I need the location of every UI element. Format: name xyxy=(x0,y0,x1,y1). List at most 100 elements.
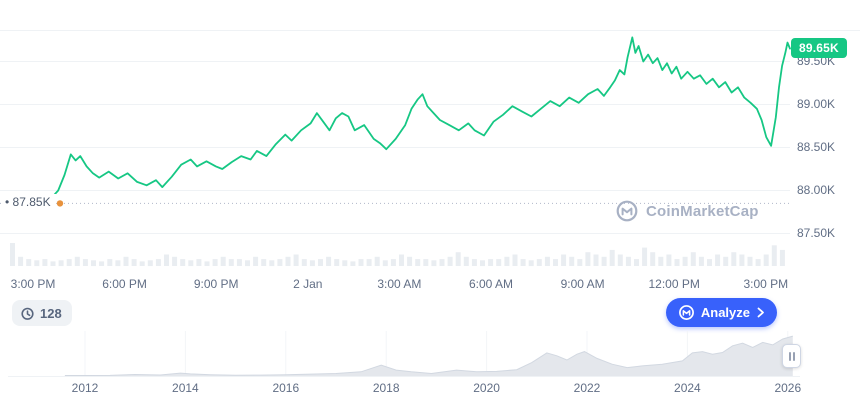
volume-bar xyxy=(10,243,15,266)
volume-bar xyxy=(140,261,145,266)
volume-bar xyxy=(399,255,404,267)
volume-bar xyxy=(488,259,493,266)
timeline-brush-chart[interactable] xyxy=(0,328,860,380)
brush-year-label: 2018 xyxy=(363,381,409,395)
x-axis-label: 12:00 PM xyxy=(636,277,712,291)
volume-bar xyxy=(359,259,364,266)
volume-bar xyxy=(569,257,574,266)
history-count: 128 xyxy=(40,306,62,321)
volume-bar xyxy=(148,260,153,266)
volume-bar xyxy=(415,259,420,266)
y-axis-label: 88.50K xyxy=(797,140,835,154)
volume-bar xyxy=(180,259,185,266)
volume-bar xyxy=(334,259,339,266)
x-axis-label: 3:00 AM xyxy=(361,277,437,291)
volume-bar xyxy=(318,259,323,266)
volume-bar xyxy=(440,259,445,266)
x-axis-label: 6:00 AM xyxy=(453,277,529,291)
volume-bar xyxy=(521,259,526,266)
price-chart-canvas[interactable] xyxy=(0,0,860,272)
analyze-button[interactable]: Analyze xyxy=(666,298,777,327)
volume-bar xyxy=(464,257,469,266)
volume-bar xyxy=(764,255,769,267)
volume-bar xyxy=(553,259,558,266)
volume-bar xyxy=(115,260,120,266)
volume-bar xyxy=(367,259,372,266)
volume-bar xyxy=(277,259,282,266)
volume-bar xyxy=(221,257,226,266)
volume-bar xyxy=(383,260,388,266)
volume-bar xyxy=(739,255,744,267)
volume-bar xyxy=(756,259,761,266)
volume-bar xyxy=(577,259,582,266)
y-axis-label: 88.00K xyxy=(797,183,835,197)
current-price-badge: 89.65K xyxy=(791,38,847,58)
watermark-text: CoinMarketCap xyxy=(646,203,759,220)
volume-bar xyxy=(683,257,688,266)
volume-bar xyxy=(213,259,218,266)
brush-handle-grip-icon xyxy=(789,352,791,361)
volume-bar xyxy=(67,259,72,266)
volume-bar xyxy=(496,259,501,266)
price-line-series xyxy=(33,37,790,203)
volume-bar xyxy=(626,257,631,266)
volume-bar xyxy=(59,260,64,266)
x-axis-label: 2 Jan xyxy=(270,277,346,291)
volume-bar xyxy=(124,257,129,266)
y-axis-label: 89.00K xyxy=(797,97,835,111)
volume-bar xyxy=(472,259,477,266)
volume-bar xyxy=(286,257,291,266)
volume-bar xyxy=(375,257,380,266)
volume-bar xyxy=(772,245,777,266)
volume-bar xyxy=(156,259,161,266)
x-axis-label: 9:00 AM xyxy=(545,277,621,291)
volume-bar xyxy=(51,261,56,266)
crypto-price-chart-module: 89.50K89.00K88.50K88.00K87.50K 89.65K • … xyxy=(0,0,860,401)
brush-year-label: 2020 xyxy=(464,381,510,395)
volume-bar xyxy=(42,259,47,266)
ref-price-marker-dot xyxy=(57,200,63,206)
coinmarketcap-logo-icon xyxy=(678,304,695,321)
volume-bar xyxy=(594,255,599,267)
y-axis-label: 87.50K xyxy=(797,226,835,240)
coinmarketcap-watermark: CoinMarketCap xyxy=(615,199,759,223)
volume-bar xyxy=(650,252,655,266)
brush-year-label: 2014 xyxy=(162,381,208,395)
brush-area-series xyxy=(65,336,793,376)
volume-bar xyxy=(537,259,542,266)
volume-bar xyxy=(342,260,347,266)
brush-year-label: 2024 xyxy=(664,381,710,395)
volume-bar xyxy=(723,257,728,266)
volume-bar xyxy=(545,257,550,266)
history-count-pill[interactable]: 128 xyxy=(12,300,72,326)
volume-bar xyxy=(407,257,412,266)
brush-handle[interactable] xyxy=(782,344,801,368)
volume-bar xyxy=(642,248,647,266)
volume-bar xyxy=(731,252,736,266)
volume-bar xyxy=(715,255,720,267)
open-price-label: • 87.85K xyxy=(2,194,56,210)
analyze-label: Analyze xyxy=(701,305,750,320)
volume-bar xyxy=(391,259,396,266)
volume-bar xyxy=(610,250,615,266)
volume-bar xyxy=(99,261,104,266)
volume-bar xyxy=(691,252,696,266)
volume-bar xyxy=(83,259,88,266)
volume-bar xyxy=(707,259,712,266)
volume-bar xyxy=(513,255,518,267)
x-axis-label: 3:00 PM xyxy=(0,277,71,291)
volume-bar xyxy=(188,260,193,266)
brush-year-label: 2022 xyxy=(564,381,610,395)
volume-bar xyxy=(748,257,753,266)
volume-bar xyxy=(456,252,461,266)
volume-bar xyxy=(229,259,234,266)
volume-bar xyxy=(294,255,299,267)
volume-bar xyxy=(618,255,623,267)
volume-bar xyxy=(75,257,80,266)
volume-bar xyxy=(237,259,242,266)
volume-bar xyxy=(423,259,428,266)
volume-bar xyxy=(253,257,258,266)
brush-handle-grip-icon xyxy=(793,352,795,361)
volume-bar xyxy=(26,259,31,266)
volume-bar xyxy=(448,257,453,266)
